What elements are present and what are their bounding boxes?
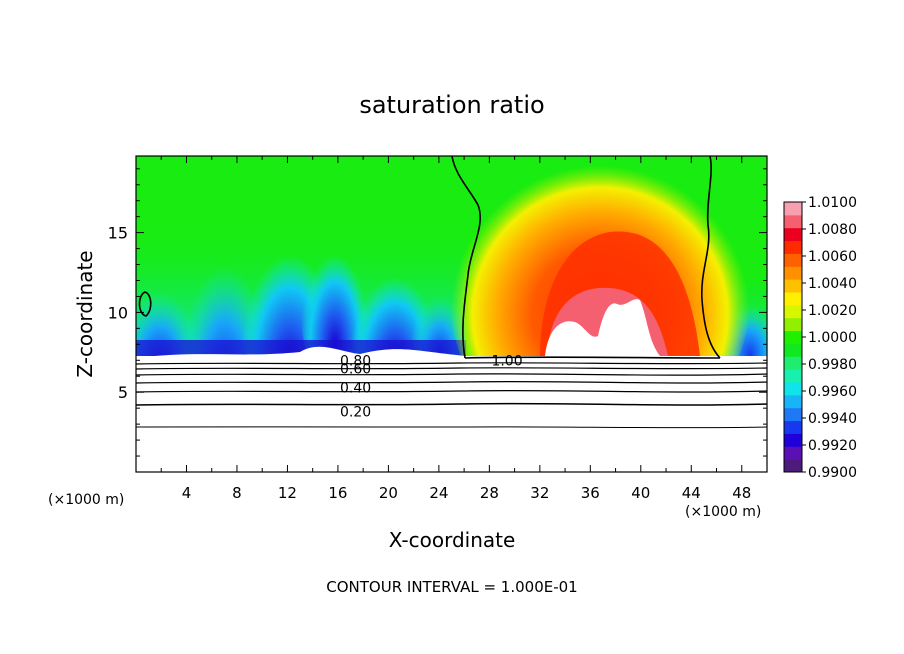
colorbar-swatch xyxy=(784,459,802,473)
colorbar-tick-label: 0.9940 xyxy=(808,411,857,427)
x-tick-label: 40 xyxy=(631,484,650,502)
contour-1.00-right xyxy=(701,156,721,359)
colorbar-swatch xyxy=(784,369,802,383)
x-tick-label: 4 xyxy=(182,484,192,502)
contour-line-b xyxy=(136,367,767,370)
colorbar-swatch xyxy=(784,202,802,216)
colorbar-tick-label: 1.0060 xyxy=(808,249,857,265)
chart-title: saturation ratio xyxy=(359,91,544,119)
x-tick-label: 24 xyxy=(429,484,448,502)
colorbar-tick-label: 1.0100 xyxy=(808,195,857,211)
colorbar-swatch xyxy=(784,266,802,280)
contour-1.00-left xyxy=(451,156,481,359)
contour-label: 0.60 xyxy=(340,361,371,377)
colorbar-swatch xyxy=(784,382,802,396)
y-axis-ticks: 5 10 15 xyxy=(108,168,767,457)
colorbar-labels: 1.0100 1.0080 1.0060 1.0040 1.0020 1.0000 0.99… xyxy=(802,195,857,481)
y-tick-label: 10 xyxy=(108,303,128,322)
colorbar-swatch xyxy=(784,420,802,434)
contour-label: 0.40 xyxy=(340,380,371,396)
colorbar-tick-label: 1.0080 xyxy=(808,222,857,238)
x-axis-label: X-coordinate xyxy=(389,528,516,552)
colorbar-swatch xyxy=(784,343,802,357)
colorbar-swatch xyxy=(784,356,802,370)
x-tick-label: 8 xyxy=(232,484,242,502)
colorbar-swatch xyxy=(784,330,802,344)
x-tick-label: 16 xyxy=(328,484,347,502)
colorbar-swatch xyxy=(784,227,802,242)
contour-1.00-small xyxy=(138,291,152,317)
lower-layer xyxy=(136,356,767,472)
colorbar-swatch xyxy=(784,317,802,332)
colorbar-swatch xyxy=(784,292,802,306)
colorbar xyxy=(783,201,803,473)
x-tick-label: 28 xyxy=(480,484,499,502)
contour-label: 0.80 xyxy=(340,353,371,369)
y-axis-label: Z-coordinate xyxy=(73,250,97,377)
contour-line-a xyxy=(136,362,767,365)
contour-line-f xyxy=(136,402,767,406)
colorbar-tick-label: 0.9960 xyxy=(808,384,857,400)
x-unit-label-left: (×1000 m) xyxy=(48,492,124,508)
colorbar-tick-label: 1.0020 xyxy=(808,303,857,319)
x-tick-label: 48 xyxy=(732,484,751,502)
colorbar-swatch xyxy=(784,446,802,460)
x-tick-label: 32 xyxy=(530,484,549,502)
x-tick-label: 20 xyxy=(379,484,398,502)
plot-area xyxy=(136,156,767,472)
colorbar-swatch xyxy=(784,214,802,229)
colorbar-swatch xyxy=(784,279,802,293)
contour-line-c xyxy=(136,373,767,376)
contour-label: 1.00 xyxy=(491,353,522,369)
contour-1.00-base xyxy=(464,356,721,359)
white-cloud xyxy=(545,299,660,356)
contour-labels: 1.00 0.800.60 0.40 0.20 xyxy=(340,353,523,420)
contour-interval-note: CONTOUR INTERVAL = 1.000E-01 xyxy=(326,578,577,596)
contour-line-e xyxy=(136,389,767,393)
contour-line-g xyxy=(136,426,767,429)
colorbar-swatch xyxy=(784,407,802,422)
colorbar-tick-label: 0.9980 xyxy=(808,357,857,373)
x-unit-label-right: (×1000 m) xyxy=(685,504,761,520)
contour-line-d xyxy=(136,380,767,384)
x-tick-label: 44 xyxy=(682,484,701,502)
colorbar-swatch xyxy=(784,433,802,447)
colorbar-swatch xyxy=(784,253,802,267)
colorbar-swatch xyxy=(784,240,802,254)
colorbar-tick-label: 1.0000 xyxy=(808,330,857,346)
colorbar-tick-label: 1.0040 xyxy=(808,276,857,292)
y-tick-label: 15 xyxy=(108,224,128,243)
plot-frame xyxy=(135,155,768,473)
colorbar-tick-label: 0.9920 xyxy=(808,438,857,454)
colorbar-tick-label: 0.9900 xyxy=(808,465,857,481)
colorbar-swatch xyxy=(784,304,802,319)
contour-label: 0.20 xyxy=(340,404,371,420)
x-axis-ticks: 4 8 12 16 20 24 28 32 36 40 44 48 xyxy=(160,156,751,502)
x-tick-label: 12 xyxy=(278,484,297,502)
x-tick-label: 36 xyxy=(581,484,600,502)
cloud-base-edge xyxy=(136,346,466,360)
colorbar-swatch xyxy=(784,394,802,409)
y-tick-label: 5 xyxy=(118,383,128,402)
